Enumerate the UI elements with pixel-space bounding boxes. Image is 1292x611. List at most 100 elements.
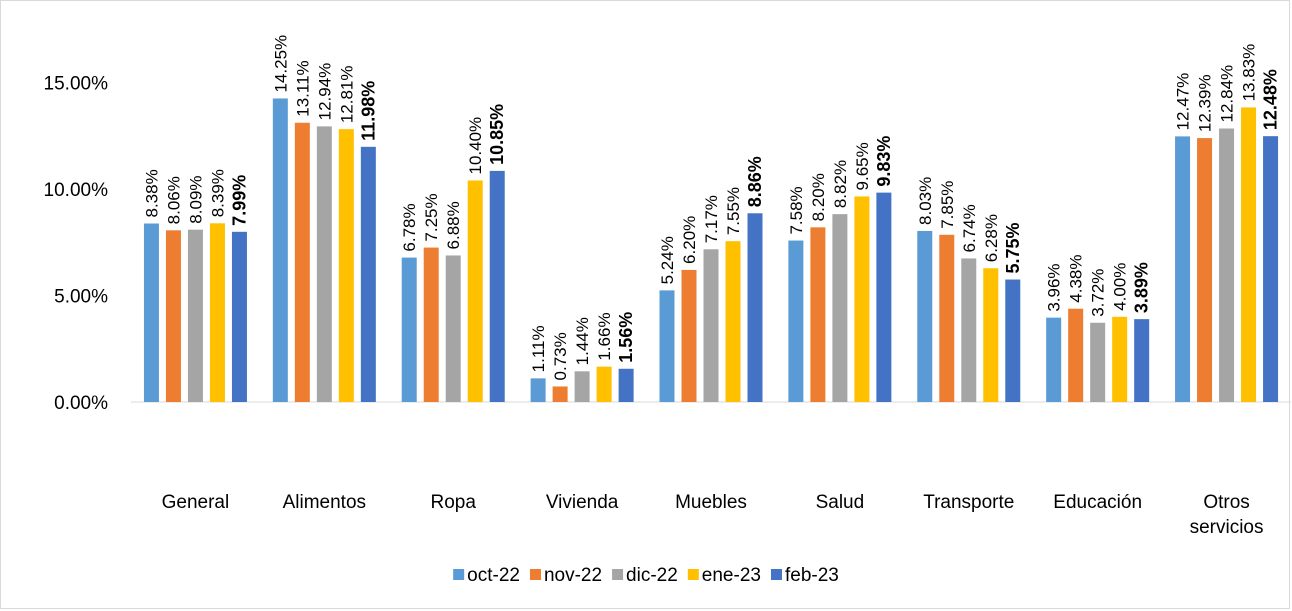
bar-oct-22	[1046, 317, 1062, 402]
bar-feb-23	[747, 213, 763, 402]
y-axis-ticks: 0.00% 5.00% 10.00% 15.00%	[44, 74, 109, 415]
legend-swatch-dic-22	[612, 569, 624, 580]
category-label: Transporte	[923, 492, 1014, 513]
bar-ene-23	[725, 241, 741, 402]
bar-nov-22	[810, 227, 826, 402]
bar-dic-22	[703, 249, 719, 402]
bar-ene-23	[854, 196, 870, 402]
data-label-feb-23: 1.56%	[616, 312, 636, 363]
data-label-feb-23: 8.86%	[745, 156, 765, 207]
legend-label-oct-22: oct-22	[467, 565, 520, 586]
bar-oct-22	[788, 240, 804, 402]
data-label-ene-23: 6.28%	[982, 214, 1001, 262]
bar-ene-23	[1241, 107, 1257, 403]
data-label-dic-22: 12.84%	[1218, 65, 1237, 123]
bar-nov-22	[1068, 308, 1084, 402]
data-label-feb-23: 3.89%	[1132, 262, 1152, 313]
data-label-nov-22: 8.06%	[164, 176, 183, 224]
bar-ene-23	[1112, 316, 1128, 402]
bar-oct-22	[272, 98, 288, 402]
legend-swatch-nov-22	[529, 569, 541, 580]
data-label-ene-23: 13.83%	[1240, 44, 1259, 102]
data-label-nov-22: 6.20%	[680, 216, 699, 264]
data-label-oct-22: 1.11%	[529, 325, 548, 372]
bar-dic-22	[187, 229, 203, 402]
bar-nov-22	[165, 230, 181, 402]
legend-swatch-feb-23	[770, 569, 782, 580]
bar-feb-23	[489, 170, 505, 402]
data-label-dic-22: 1.44%	[573, 317, 592, 365]
data-label-oct-22: 3.96%	[1045, 263, 1064, 311]
data-label-dic-22: 6.74%	[960, 204, 979, 252]
bar-oct-22	[1175, 136, 1191, 402]
data-label-dic-22: 8.09%	[186, 175, 205, 223]
bar-ene-23	[209, 223, 225, 402]
bar-feb-23	[360, 146, 376, 402]
data-labels: 8.38% 8.06% 8.09% 8.39% 7.99%14.25% 13.11% 12.…	[142, 35, 1280, 381]
bar-dic-22	[574, 371, 590, 402]
data-label-ene-23: 12.81%	[337, 65, 356, 123]
legend: oct-22 nov-22 dic-22 ene-23 feb-23	[453, 565, 839, 586]
legend-label-ene-23: ene-23	[702, 565, 761, 586]
y-tick-label: 15.00%	[44, 74, 109, 95]
category-label: Vivienda	[546, 492, 619, 513]
bar-feb-23	[618, 368, 634, 402]
bar-oct-22	[530, 378, 546, 402]
category-label: Ropa	[431, 492, 477, 513]
bar-feb-23	[1134, 319, 1150, 402]
data-label-ene-23: 10.40%	[466, 117, 485, 175]
data-label-nov-22: 7.85%	[938, 181, 957, 229]
data-label-nov-22: 12.39%	[1196, 74, 1215, 132]
bar-nov-22	[1197, 138, 1213, 402]
y-tick-label: 5.00%	[54, 287, 108, 308]
category-label: General	[162, 492, 230, 513]
bar-feb-23	[876, 192, 892, 402]
bar-dic-22	[961, 258, 977, 402]
bar-oct-22	[917, 230, 933, 402]
legend-label-dic-22: dic-22	[626, 565, 678, 586]
data-label-feb-23: 10.85%	[487, 104, 507, 165]
category-label: Salud	[816, 492, 865, 513]
bar-ene-23	[338, 129, 354, 402]
data-label-nov-22: 7.25%	[422, 193, 441, 241]
data-label-dic-22: 8.82%	[831, 160, 850, 208]
data-label-feb-23: 11.98%	[358, 81, 378, 141]
y-tick-label: 10.00%	[44, 180, 109, 201]
data-label-oct-22: 8.38%	[142, 169, 161, 217]
y-tick-label: 0.00%	[54, 393, 108, 414]
bar-feb-23	[1005, 279, 1021, 402]
data-label-ene-23: 4.00%	[1111, 263, 1130, 311]
data-label-dic-22: 12.94%	[315, 63, 334, 121]
bars	[143, 98, 1279, 403]
bar-nov-22	[423, 247, 439, 402]
data-label-dic-22: 3.72%	[1089, 269, 1108, 317]
legend-swatch-ene-23	[687, 569, 699, 580]
category-label: Otros	[1203, 492, 1249, 513]
data-label-oct-22: 6.78%	[400, 203, 419, 251]
bar-nov-22	[939, 234, 955, 402]
data-label-oct-22: 7.58%	[787, 186, 806, 234]
bar-dic-22	[832, 214, 848, 402]
data-label-oct-22: 8.03%	[916, 177, 935, 225]
bar-oct-22	[401, 257, 417, 402]
bar-oct-22	[659, 290, 675, 402]
data-label-nov-22: 4.38%	[1067, 255, 1086, 303]
bar-dic-22	[445, 255, 461, 402]
category-label: Muebles	[675, 492, 747, 513]
bar-nov-22	[294, 122, 310, 402]
data-label-ene-23: 8.39%	[208, 169, 227, 217]
data-label-dic-22: 6.88%	[444, 201, 463, 249]
data-label-ene-23: 7.55%	[724, 187, 743, 235]
bar-ene-23	[467, 180, 483, 402]
bar-nov-22	[681, 269, 697, 402]
data-label-feb-23: 7.99%	[229, 175, 249, 226]
bar-oct-22	[143, 223, 159, 402]
bar-dic-22	[1219, 128, 1235, 402]
data-label-oct-22: 14.25%	[271, 35, 290, 93]
bar-feb-23	[1263, 136, 1279, 402]
legend-label-nov-22: nov-22	[544, 565, 602, 586]
data-label-feb-23: 9.83%	[874, 136, 894, 187]
category-labels: General Alimentos Ropa Vivienda Muebles Salud…	[162, 492, 1264, 538]
category-label: Educación	[1053, 492, 1142, 513]
data-label-nov-22: 8.20%	[809, 173, 828, 221]
